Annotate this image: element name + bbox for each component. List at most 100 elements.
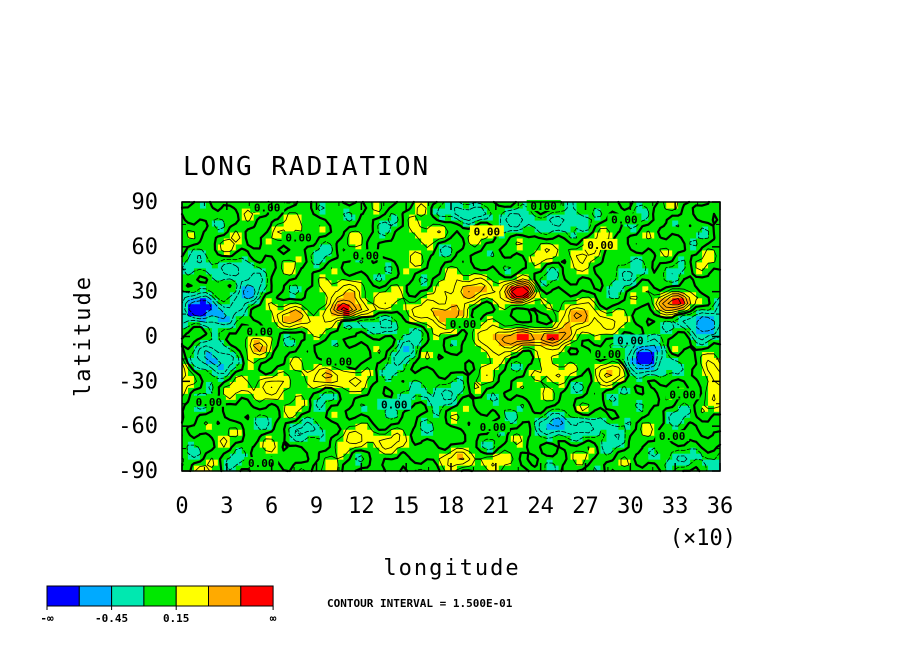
contour-label: 0.00 <box>246 326 273 339</box>
field-cell <box>397 202 404 209</box>
field-cell <box>241 405 249 412</box>
field-cell <box>666 399 673 406</box>
field-cell <box>289 279 297 287</box>
field-cell <box>187 297 195 305</box>
field-cell <box>241 267 249 275</box>
field-cell <box>630 411 637 418</box>
field-cell <box>672 333 679 341</box>
field-cell <box>301 207 309 215</box>
field-cell <box>283 429 291 436</box>
field-cell <box>696 243 703 251</box>
field-cell <box>570 429 578 436</box>
field-cell <box>391 411 398 418</box>
field-cell <box>271 381 279 388</box>
field-cell <box>403 411 410 418</box>
field-cell <box>516 411 524 418</box>
field-cell <box>588 333 596 341</box>
field-cell <box>187 435 195 442</box>
field-cell <box>456 399 464 406</box>
field-cell <box>510 291 518 299</box>
field-cell <box>223 309 231 317</box>
field-cell <box>702 237 709 245</box>
field-cell <box>223 303 231 311</box>
field-cell <box>480 387 488 394</box>
field-cell <box>211 285 219 293</box>
field-cell <box>678 345 685 353</box>
field-cell <box>445 273 452 281</box>
field-cell <box>624 447 631 454</box>
field-cell <box>528 381 536 388</box>
field-cell <box>271 453 279 460</box>
field-cell <box>289 363 297 370</box>
field-cell <box>510 447 518 454</box>
field-cell <box>415 417 422 424</box>
field-cell <box>247 261 255 269</box>
field-cell <box>630 255 637 263</box>
field-cell <box>480 279 488 287</box>
field-cell <box>486 202 494 209</box>
field-cell <box>540 429 548 436</box>
field-cell <box>253 261 261 269</box>
field-cell <box>205 291 213 299</box>
field-cell <box>498 345 506 353</box>
field-cell <box>606 393 613 400</box>
field-cell <box>265 375 273 382</box>
field-cell <box>271 231 279 239</box>
field-cell <box>534 303 542 311</box>
field-cell <box>421 393 428 400</box>
field-cell <box>684 465 691 472</box>
field-cell <box>421 339 428 347</box>
field-cell <box>522 447 530 454</box>
field-cell <box>456 333 464 341</box>
field-cell <box>570 261 578 269</box>
field-cell <box>666 411 673 418</box>
field-cell <box>684 243 691 251</box>
field-cell <box>307 219 315 227</box>
field-cell <box>421 249 428 257</box>
field-cell <box>205 429 213 436</box>
field-cell <box>660 243 667 251</box>
field-cell <box>289 273 297 281</box>
field-cell <box>187 339 195 347</box>
field-cell <box>522 411 530 418</box>
field-cell <box>433 231 440 239</box>
field-cell <box>313 405 321 412</box>
field-cell <box>367 381 374 388</box>
field-cell <box>223 399 231 406</box>
field-cell <box>361 453 368 460</box>
field-cell <box>510 423 518 430</box>
field-cell <box>217 297 225 305</box>
field-cell <box>193 447 201 454</box>
field-cell <box>492 387 500 394</box>
field-cell <box>445 261 452 269</box>
field-cell <box>576 225 584 233</box>
field-cell <box>313 249 321 257</box>
field-cell <box>182 447 189 454</box>
field-cell <box>714 363 721 370</box>
field-cell <box>570 411 578 418</box>
field-cell <box>277 255 285 263</box>
field-cell <box>498 399 506 406</box>
field-cell <box>546 429 554 436</box>
field-cell <box>307 417 315 424</box>
field-cell <box>510 309 518 317</box>
field-cell <box>570 279 578 287</box>
field-cell <box>295 327 303 335</box>
field-cell <box>361 423 368 430</box>
field-cell <box>504 285 512 293</box>
field-cell <box>474 441 482 448</box>
field-cell <box>588 399 596 406</box>
field-cell <box>421 273 428 281</box>
field-cell <box>295 225 303 233</box>
field-cell <box>337 255 344 263</box>
field-cell <box>403 243 410 251</box>
field-cell <box>409 339 416 347</box>
field-cell <box>373 321 380 329</box>
field-cell <box>696 423 703 430</box>
field-cell <box>409 219 416 227</box>
field-cell <box>217 369 225 376</box>
field-cell <box>474 202 482 209</box>
field-cell <box>205 315 213 323</box>
field-cell <box>582 303 590 311</box>
field-cell <box>265 423 273 430</box>
